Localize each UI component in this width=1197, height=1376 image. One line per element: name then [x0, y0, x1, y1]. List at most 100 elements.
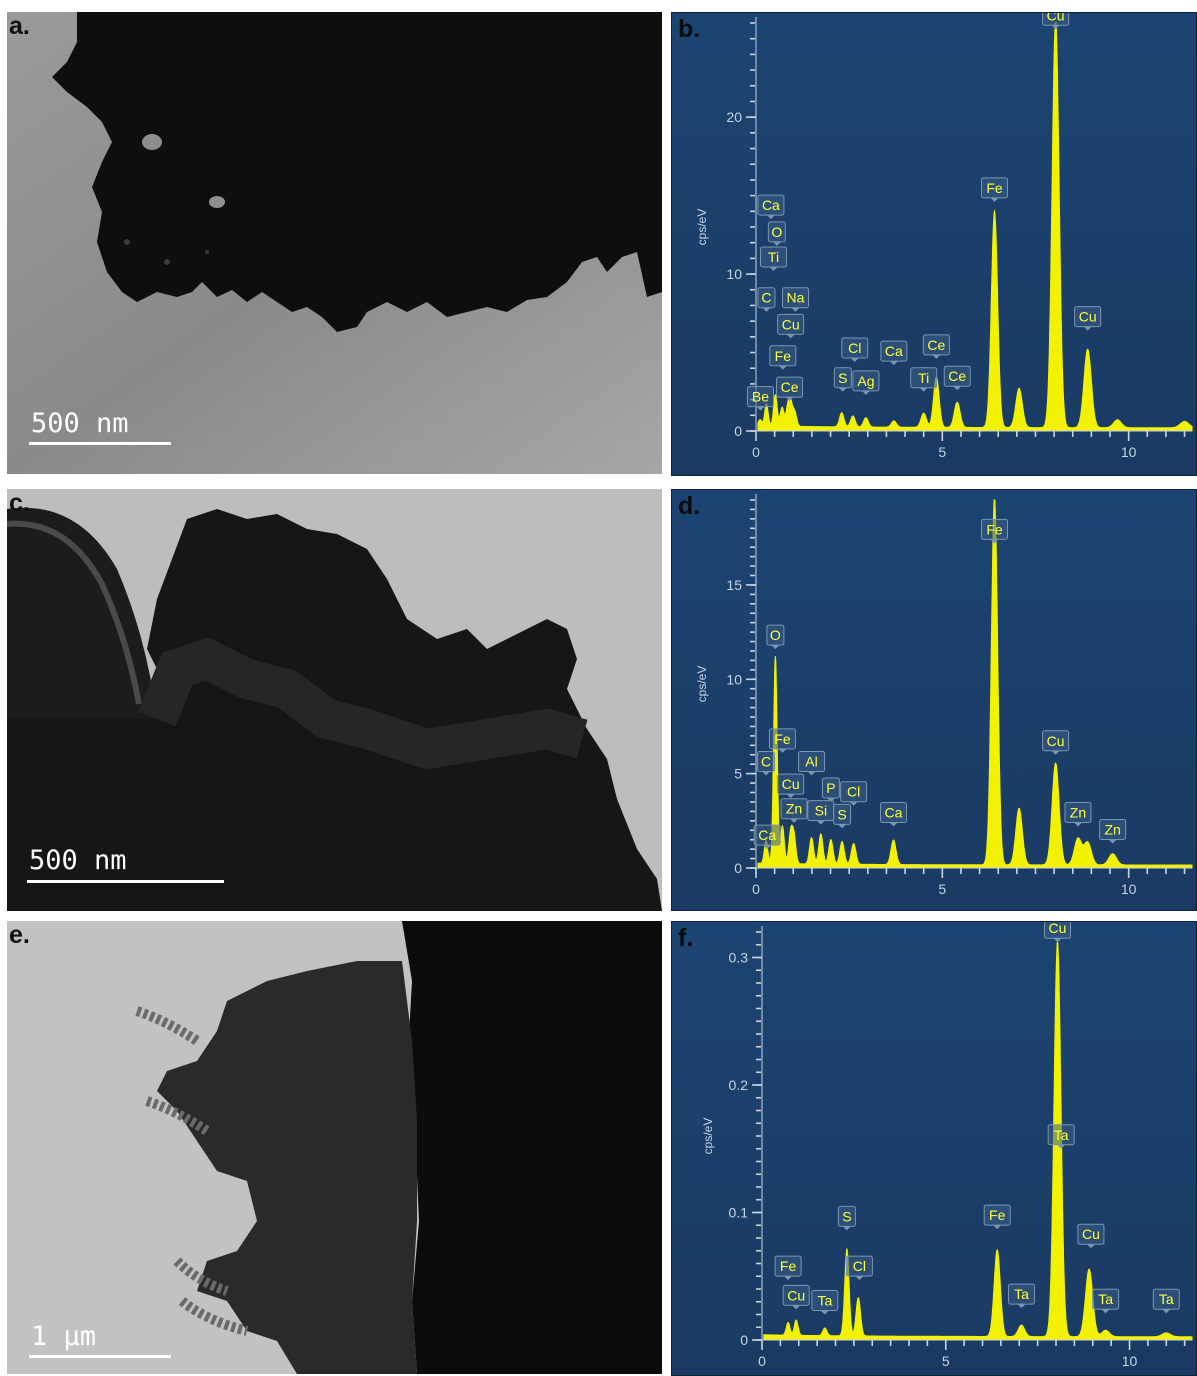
y-tick-label: 5: [734, 766, 742, 782]
element-label: C: [757, 287, 776, 312]
scale-bar-c: [27, 880, 224, 883]
x-tick-label: 5: [938, 881, 946, 897]
svg-text:Fe: Fe: [775, 348, 792, 364]
svg-text:Fe: Fe: [986, 521, 1003, 537]
element-label: Zn: [780, 798, 808, 823]
svg-text:Cu: Cu: [787, 1287, 805, 1303]
element-label: Cu: [1043, 922, 1071, 943]
element-label: S: [837, 1205, 856, 1231]
svg-text:Cl: Cl: [847, 784, 860, 800]
element-label: Cu: [1042, 13, 1070, 30]
eds-background: [672, 490, 1196, 910]
svg-text:Ca: Ca: [885, 343, 903, 359]
svg-text:Ta: Ta: [817, 1293, 832, 1309]
element-label: Ti: [760, 246, 788, 271]
element-label: Fe: [980, 177, 1008, 202]
element-label: Cl: [845, 1255, 873, 1281]
svg-text:Be: Be: [752, 389, 769, 405]
svg-text:C: C: [761, 754, 771, 770]
scale-bar-label-e: 1 μm: [31, 1321, 97, 1352]
y-tick-label: 10: [726, 671, 742, 687]
element-label: Ta: [1047, 1124, 1075, 1149]
svg-text:C: C: [761, 290, 771, 306]
element-label: O: [767, 221, 786, 246]
spectrum-series: [763, 941, 1193, 1341]
element-label: Ta: [1007, 1283, 1035, 1309]
panel-letter-c: c.: [9, 489, 30, 517]
element-label: Zn: [1064, 801, 1092, 827]
tem-image-a-graphic: [7, 12, 662, 474]
svg-text:Zn: Zn: [1070, 804, 1086, 820]
element-label: P: [821, 777, 840, 802]
svg-text:Cu: Cu: [1049, 922, 1067, 936]
svg-text:Ta: Ta: [1159, 1291, 1174, 1307]
element-label: Ca: [753, 824, 781, 850]
element-label: Ta: [1092, 1288, 1120, 1314]
x-tick-label: 10: [1122, 1353, 1138, 1369]
element-label: Ti: [910, 367, 938, 392]
spectrum-series: [757, 22, 1193, 432]
y-tick-label: 0.3: [729, 950, 749, 966]
svg-text:Ti: Ti: [918, 370, 929, 386]
tem-image-c: c. 500 nm: [7, 489, 662, 911]
svg-text:O: O: [771, 224, 782, 240]
svg-text:S: S: [837, 806, 846, 822]
tem-image-e-graphic: [7, 921, 662, 1374]
panel-letter-b: b.: [678, 15, 701, 43]
element-label: Cu: [777, 313, 805, 339]
y-tick-label: 0.2: [729, 1077, 749, 1093]
panel-letter-e: e.: [9, 921, 30, 949]
svg-text:Fe: Fe: [780, 1258, 797, 1274]
svg-text:P: P: [826, 780, 835, 796]
eds-spectrum-d: 0 5 10 15 cps/eV 0 5 10 Fe O Fe C Al Cu P Cl Zn Si S Ca Ca Cu…: [671, 489, 1197, 911]
scale-bar-label-c: 500 nm: [29, 845, 127, 876]
svg-text:Cu: Cu: [1047, 13, 1065, 23]
x-tick-label: 5: [938, 444, 946, 460]
eds-spectrum-b: 0 10 20 cps/eV 0 5 10 Cu Fe Cu Ca O Ti C Na Cu Fe Ce Be Cl C…: [671, 12, 1197, 476]
element-label: Ta: [1152, 1288, 1180, 1314]
x-tick-label: 5: [942, 1353, 950, 1369]
scale-bar-label-a: 500 nm: [31, 408, 129, 439]
element-label: Fe: [983, 1204, 1011, 1230]
element-label: Zn: [1099, 818, 1127, 844]
panel-letter-f: f.: [678, 924, 694, 952]
svg-text:Fe: Fe: [986, 180, 1003, 196]
svg-text:Ca: Ca: [885, 804, 903, 820]
element-label: S: [833, 367, 852, 392]
y-axis-label: cps/eV: [701, 1118, 715, 1155]
element-label: Cu: [1042, 730, 1070, 755]
element-label: O: [766, 624, 785, 650]
scale-bar-e: [29, 1355, 171, 1358]
svg-text:Zn: Zn: [786, 801, 802, 817]
element-label: Ca: [757, 194, 785, 220]
svg-text:Fe: Fe: [989, 1207, 1006, 1223]
svg-text:Cl: Cl: [853, 1258, 866, 1274]
svg-text:Ce: Ce: [927, 337, 945, 353]
element-label: Ce: [922, 334, 950, 359]
svg-text:Ag: Ag: [857, 373, 874, 389]
y-tick-label: 0: [740, 1332, 748, 1348]
panel-letter-d: d.: [678, 492, 701, 520]
svg-text:Ca: Ca: [762, 197, 780, 213]
svg-text:Ta: Ta: [1054, 1127, 1069, 1143]
svg-text:Ce: Ce: [781, 379, 799, 395]
element-label: Cl: [840, 781, 868, 806]
tem-image-c-graphic: [7, 489, 662, 911]
svg-text:Ta: Ta: [1014, 1286, 1029, 1302]
element-label: C: [757, 751, 776, 776]
element-label: Ce: [776, 376, 804, 402]
y-tick-label: 0: [734, 423, 742, 439]
y-tick-label: 15: [726, 577, 742, 593]
svg-text:Al: Al: [805, 754, 817, 770]
tem-image-e: e. 1 μm: [7, 921, 662, 1374]
svg-text:Cu: Cu: [782, 316, 800, 332]
svg-text:Cu: Cu: [1082, 1226, 1100, 1242]
svg-text:Ce: Ce: [948, 368, 966, 384]
x-tick-label: 0: [752, 881, 760, 897]
svg-text:Ta: Ta: [1098, 1291, 1113, 1307]
element-label: Na: [782, 287, 810, 312]
svg-text:O: O: [770, 627, 781, 643]
x-tick-label: 10: [1121, 881, 1137, 897]
x-tick-label: 10: [1121, 444, 1137, 460]
element-label: Ta: [811, 1290, 839, 1315]
